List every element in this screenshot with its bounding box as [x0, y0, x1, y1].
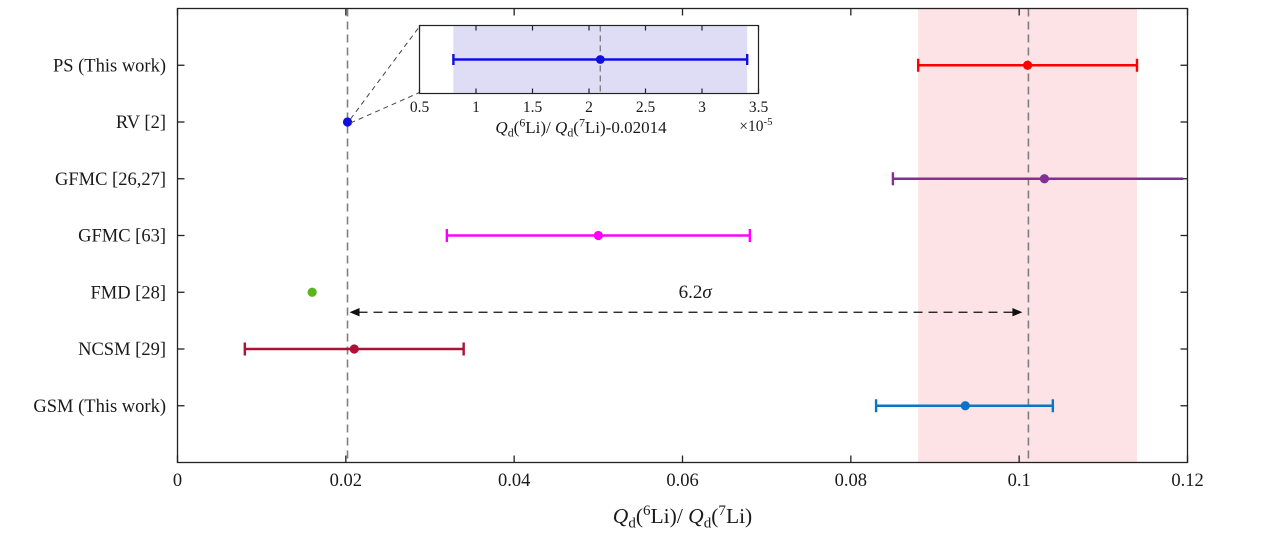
inset-connector-bottom	[350, 92, 420, 124]
x-tick-label: 0.1	[1008, 471, 1031, 491]
data-point	[960, 401, 970, 411]
x-tick-label: 0.04	[498, 471, 530, 491]
inset-x-tick-label: 1.5	[523, 99, 543, 116]
sigma-arrow-head-right	[1012, 308, 1023, 317]
inset-x-tick-label: 0.5	[410, 99, 430, 116]
data-rows	[243, 58, 1184, 413]
y-tick-label: PS (This work)	[53, 56, 166, 76]
data-row	[916, 58, 1139, 72]
data-point	[349, 344, 359, 354]
uncertainty-band	[918, 8, 1137, 463]
inset-connector-top	[350, 26, 420, 120]
data-point	[1039, 174, 1050, 184]
x-axis-title: Qd(6Li)/ Qd(7Li)	[613, 503, 752, 531]
data-point	[593, 230, 603, 241]
y-tick-label: NCSM [29]	[78, 340, 166, 360]
data-row	[342, 117, 353, 127]
inset-x-tick-label: 3	[698, 99, 706, 116]
y-tick-label: GSM (This work)	[33, 397, 166, 417]
x-tick-label: 0.06	[666, 471, 698, 491]
inset-data-point	[595, 55, 605, 64]
y-tick-label: GFMC [26,27]	[55, 170, 166, 190]
y-tick-label: RV [2]	[116, 113, 166, 133]
data-point	[307, 287, 317, 297]
inset-x-tick-label: 2	[585, 99, 593, 116]
sigma-label: 6.2σ	[679, 282, 713, 303]
x-tick-label: 0	[173, 471, 182, 491]
inset-x-tick-label: 1	[472, 99, 480, 116]
x-tick-label: 0.02	[330, 471, 362, 491]
inset-x-tick-label: 2.5	[636, 99, 656, 116]
data-point	[342, 117, 353, 127]
sigma-arrow-head-left	[349, 308, 360, 317]
data-row	[874, 399, 1055, 413]
x-tick-label: 0.12	[1171, 471, 1203, 491]
x-tick-label: 0.08	[835, 471, 867, 491]
y-tick-label: GFMC [63]	[78, 227, 166, 247]
inset-x-tick-label: 3.5	[749, 99, 769, 116]
data-row	[891, 172, 1184, 186]
data-row	[243, 342, 465, 356]
data-row	[307, 287, 317, 297]
x-axis: 0 0.02 0.04 0.06 0.08 0.1 0.12 Qd(6Li)/ Qd(7Li)	[173, 8, 1204, 531]
data-point	[1022, 60, 1033, 70]
y-tick-label: FMD [28]	[90, 283, 166, 303]
inset-plot: 0.5 1 1.5 2 2.5 3 3.5 Qd(6Li)/ Qd(7Li)-0.02014 ×…	[410, 24, 773, 140]
y-axis: PS (This work) RV [2] GFMC [26,27] GFMC [63…	[33, 56, 1188, 417]
data-row	[445, 229, 752, 242]
inset-axis-multiplier: ×10-5	[739, 116, 772, 135]
inset-x-axis-title: Qd(6Li)/ Qd(7Li)-0.02014	[495, 116, 667, 140]
